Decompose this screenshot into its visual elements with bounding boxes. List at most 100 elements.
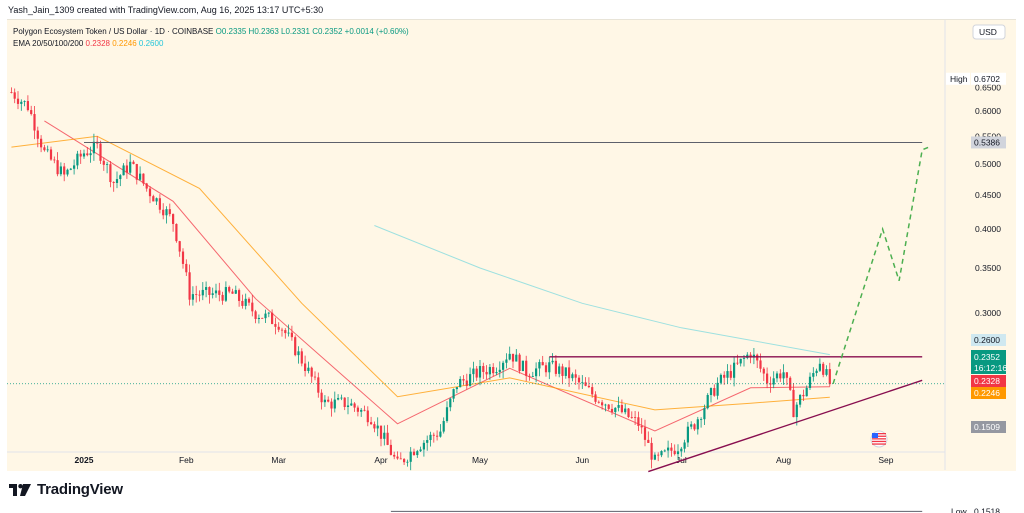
ema-row: EMA 20/50/100/200 0.2328 0.2246 0.2600 bbox=[13, 38, 409, 50]
candle-body bbox=[518, 354, 521, 372]
countdown-text: 16:12:16 bbox=[974, 363, 1007, 373]
candle-body bbox=[238, 290, 241, 301]
candle bbox=[554, 354, 557, 377]
candle-body bbox=[663, 450, 666, 452]
candle-body bbox=[535, 368, 538, 377]
candle-body bbox=[680, 448, 683, 452]
low-value-badge: 0.1518 bbox=[971, 505, 1006, 513]
time-tick-7: Aug bbox=[776, 455, 791, 465]
candle-body bbox=[525, 360, 528, 376]
candle-body bbox=[333, 399, 336, 409]
support-badge-bg bbox=[971, 421, 1006, 433]
candle-body bbox=[251, 302, 254, 312]
candle bbox=[432, 432, 435, 443]
candle-body bbox=[109, 164, 112, 183]
candle bbox=[320, 389, 323, 410]
candle-body bbox=[802, 394, 805, 397]
candle-body bbox=[449, 398, 452, 408]
candle bbox=[416, 449, 419, 458]
candle-body bbox=[304, 363, 307, 372]
candle bbox=[49, 146, 53, 161]
candle bbox=[307, 361, 310, 374]
candle-body bbox=[478, 366, 482, 378]
candle bbox=[726, 364, 729, 384]
candle bbox=[535, 362, 538, 383]
candle-body bbox=[46, 149, 49, 151]
candle bbox=[561, 363, 564, 385]
candle bbox=[251, 294, 254, 317]
candle-body bbox=[455, 387, 458, 390]
candle-body bbox=[69, 168, 72, 170]
low-marker: Low bbox=[946, 505, 970, 513]
candle-body bbox=[195, 294, 198, 295]
candle-body bbox=[43, 147, 46, 151]
candle bbox=[449, 397, 452, 412]
candle-body bbox=[657, 454, 660, 456]
candle-body bbox=[201, 289, 204, 296]
ohlc-high: H0.2363 bbox=[248, 27, 279, 36]
candle bbox=[571, 372, 574, 382]
candle bbox=[719, 373, 722, 385]
candle-body bbox=[445, 407, 449, 422]
candle-body bbox=[261, 317, 264, 319]
candle bbox=[360, 408, 363, 417]
candle bbox=[683, 439, 686, 453]
candle-body bbox=[343, 397, 346, 407]
candle bbox=[617, 396, 620, 412]
candle bbox=[13, 88, 16, 104]
candle-body bbox=[152, 196, 155, 202]
candle-body bbox=[337, 397, 340, 400]
candle-body bbox=[76, 153, 79, 166]
candle bbox=[667, 440, 670, 458]
candle bbox=[40, 135, 43, 153]
candle bbox=[594, 391, 597, 405]
candle-body bbox=[485, 371, 488, 375]
candle-body bbox=[139, 173, 142, 180]
candle bbox=[436, 430, 439, 441]
candle-body bbox=[241, 300, 244, 306]
candle-body bbox=[538, 362, 541, 369]
candle-body bbox=[403, 459, 406, 463]
candle bbox=[327, 396, 330, 403]
candle bbox=[92, 133, 95, 161]
candle bbox=[521, 360, 524, 372]
chart-area[interactable] bbox=[7, 19, 1016, 471]
candle-body bbox=[79, 153, 82, 157]
candle-body bbox=[234, 290, 237, 294]
candle bbox=[82, 149, 86, 159]
candle bbox=[472, 361, 475, 383]
candle-body bbox=[828, 369, 831, 385]
candle bbox=[20, 99, 23, 111]
candle bbox=[178, 240, 181, 257]
candle bbox=[511, 353, 515, 369]
support-badge: 0.1509 bbox=[971, 421, 1006, 433]
candle bbox=[548, 357, 551, 380]
candle-body bbox=[723, 374, 726, 378]
candle bbox=[205, 281, 208, 298]
flag-stripe bbox=[872, 438, 886, 440]
candle bbox=[406, 459, 409, 467]
candle bbox=[541, 355, 544, 366]
candle-body bbox=[135, 164, 138, 180]
candle-body bbox=[376, 425, 379, 429]
candle bbox=[403, 457, 406, 466]
candle-body bbox=[683, 442, 686, 449]
candle bbox=[528, 373, 531, 381]
candle bbox=[257, 314, 260, 324]
candle-body bbox=[785, 372, 788, 378]
candle-body bbox=[208, 287, 211, 295]
candle-body bbox=[218, 290, 221, 295]
candle bbox=[119, 174, 122, 187]
candle-body bbox=[346, 405, 350, 407]
candle bbox=[373, 421, 376, 433]
candle-body bbox=[33, 114, 36, 131]
candle-body bbox=[168, 209, 171, 215]
candle-body bbox=[366, 410, 369, 423]
candle-body bbox=[310, 367, 313, 377]
candle bbox=[145, 182, 148, 192]
candle bbox=[822, 361, 825, 378]
candle bbox=[640, 418, 643, 434]
candle-body bbox=[373, 424, 376, 429]
candle-body bbox=[389, 444, 392, 455]
